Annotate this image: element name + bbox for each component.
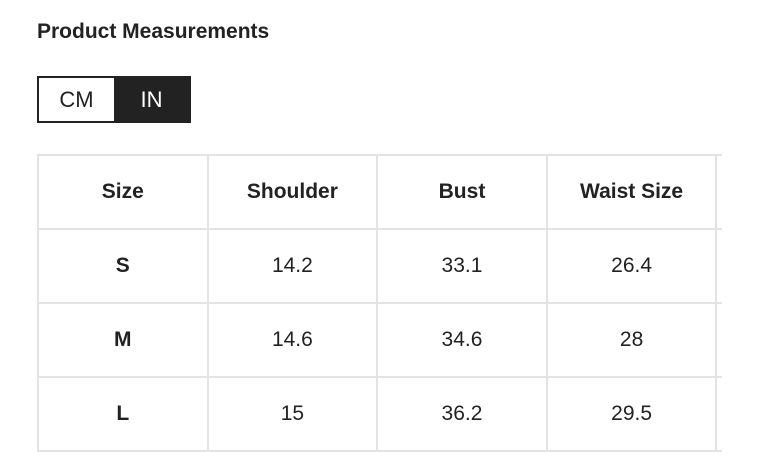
- measurements-table-container: Size Shoulder Bust Waist Size S 14.2 33.…: [37, 154, 722, 452]
- cell-bust: 34.6: [376, 302, 548, 378]
- cell-shoulder: 14.2: [206, 228, 379, 304]
- cell-cutoff: [715, 228, 722, 304]
- cell-cutoff: [715, 376, 722, 452]
- unit-option-in[interactable]: IN: [114, 78, 189, 121]
- page-title: Product Measurements: [37, 20, 270, 43]
- unit-option-cm[interactable]: CM: [59, 86, 94, 112]
- table-row: M 14.6 34.6 28: [37, 302, 722, 378]
- cell-cutoff: [715, 302, 722, 378]
- header-shoulder: Shoulder: [206, 154, 379, 230]
- cell-shoulder: 14.6: [206, 302, 379, 378]
- cell-bust: 36.2: [376, 376, 548, 452]
- measurements-table: Size Shoulder Bust Waist Size S 14.2 33.…: [37, 154, 722, 452]
- header-size: Size: [37, 154, 209, 230]
- table-row: S 14.2 33.1 26.4: [37, 228, 722, 304]
- cell-waist: 28: [545, 302, 718, 378]
- cell-size: M: [37, 302, 209, 378]
- cell-size: S: [37, 228, 209, 304]
- header-cutoff: [715, 154, 722, 230]
- table-row: L 15 36.2 29.5: [37, 376, 722, 452]
- cell-bust: 33.1: [376, 228, 548, 304]
- cell-waist: 29.5: [545, 376, 718, 452]
- cell-size: L: [37, 376, 209, 452]
- cell-waist: 26.4: [545, 228, 718, 304]
- header-bust: Bust: [376, 154, 548, 230]
- cell-shoulder: 15: [206, 376, 379, 452]
- header-waist-size: Waist Size: [545, 154, 718, 230]
- unit-toggle[interactable]: CM IN: [37, 76, 191, 123]
- table-header-row: Size Shoulder Bust Waist Size: [37, 154, 722, 230]
